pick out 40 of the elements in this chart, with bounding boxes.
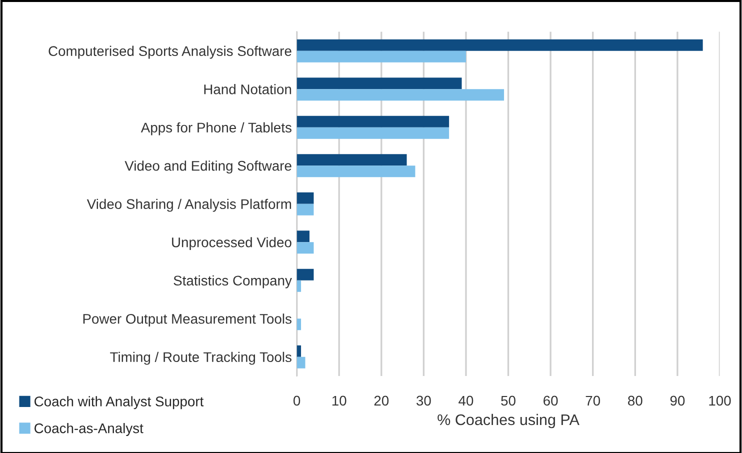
x-tick-label: 90	[670, 396, 685, 406]
x-tick-label: 70	[586, 396, 600, 406]
bar	[296, 50, 466, 62]
bar	[296, 204, 314, 216]
y-tick-label: Timing / Route Tracking Tools	[110, 352, 292, 365]
bar	[296, 78, 462, 90]
bar	[296, 192, 314, 204]
x-tick-label: 20	[374, 396, 389, 406]
legend-label: Coach-as-Analyst	[34, 423, 144, 436]
x-tick-label: 50	[501, 396, 516, 406]
bar	[296, 166, 416, 178]
bar	[296, 127, 450, 139]
bar	[296, 318, 302, 330]
bar	[296, 230, 310, 242]
x-tick-label: 80	[628, 396, 642, 406]
x-tick-label: 60	[544, 396, 558, 406]
bar	[296, 116, 450, 128]
x-axis-title: % Coaches using PA	[438, 414, 580, 428]
bar	[296, 356, 306, 368]
y-tick-label: Computerised Sports Analysis Software	[48, 46, 292, 59]
bar	[296, 89, 504, 101]
y-tick-label: Video Sharing / Analysis Platform	[86, 198, 292, 212]
x-tick-label: 0	[293, 396, 300, 406]
legend-label: Coach with Analyst Support	[34, 396, 204, 410]
y-tick-label: Apps for Phone / Tablets	[140, 122, 292, 136]
x-tick-label: 30	[416, 396, 431, 406]
y-tick-label: Video and Editing Software	[124, 160, 292, 174]
bar	[296, 280, 302, 292]
bar	[296, 39, 703, 51]
x-tick-label: 40	[458, 396, 474, 406]
x-tick-label: 100	[709, 396, 731, 406]
y-tick-label: Unprocessed Video	[172, 237, 292, 250]
bar	[296, 242, 314, 254]
bar	[296, 154, 407, 166]
x-tick-label: 10	[332, 396, 346, 406]
y-tick-label: Statistics Company	[174, 275, 292, 288]
y-tick-label: Hand Notation	[204, 84, 292, 94]
y-tick-label: Power Output Measurement Tools	[83, 314, 292, 327]
bar	[296, 268, 314, 280]
bar	[296, 345, 302, 357]
